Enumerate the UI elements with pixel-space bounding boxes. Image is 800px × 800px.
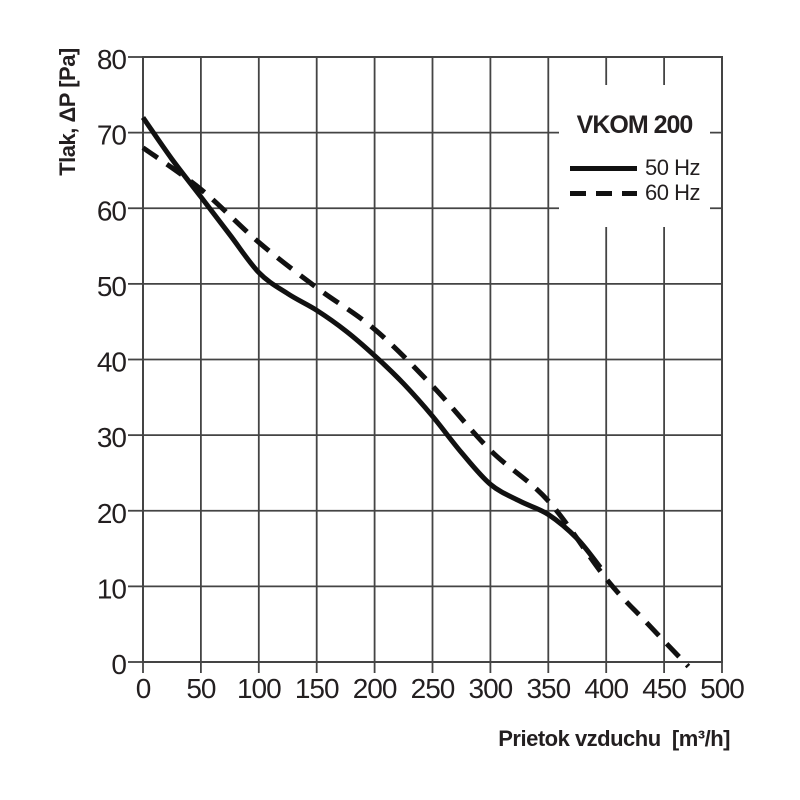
svg-text:40: 40 [97, 347, 127, 378]
curve-60hz [141, 145, 691, 669]
legend-label-60hz: 60 Hz [645, 180, 700, 205]
svg-text:10: 10 [97, 573, 127, 604]
curve-50hz [140, 116, 603, 570]
y-tick-labels: 0 10 20 30 40 50 60 70 80 [97, 44, 128, 680]
svg-text:250: 250 [411, 673, 455, 704]
svg-text:70: 70 [97, 120, 127, 151]
svg-text:0: 0 [111, 649, 126, 680]
svg-text:200: 200 [353, 673, 397, 704]
y-axis-title: Tlak, ΔP [Pa] [55, 48, 80, 176]
svg-text:150: 150 [295, 673, 339, 704]
svg-text:20: 20 [97, 498, 127, 529]
svg-text:500: 500 [700, 673, 744, 704]
svg-text:400: 400 [584, 673, 628, 704]
legend: VKOM 200 50 Hz 60 Hz [559, 85, 710, 227]
legend-item-60hz: 60 Hz [570, 182, 700, 204]
svg-text:60: 60 [97, 195, 127, 226]
plot-frame [142, 56, 723, 663]
solid-line-sample [570, 165, 637, 171]
svg-text:0: 0 [136, 673, 151, 704]
svg-text:50: 50 [97, 271, 127, 302]
svg-text:100: 100 [237, 673, 281, 704]
x-tick-labels: 0 50 100 150 200 250 300 350 400 450 500 [136, 673, 746, 704]
svg-text:50: 50 [186, 673, 216, 704]
legend-title: VKOM 200 [576, 111, 694, 139]
tick-marks [128, 56, 723, 673]
x-axis-title: Prietok vzduchu [m³/h] [498, 726, 730, 751]
svg-text:30: 30 [97, 422, 127, 453]
svg-text:300: 300 [469, 673, 513, 704]
legend-label-50hz: 50 Hz [645, 155, 700, 180]
svg-text:350: 350 [526, 673, 570, 704]
svg-text:80: 80 [97, 44, 127, 75]
svg-text:450: 450 [642, 673, 686, 704]
legend-item-50hz: 50 Hz [570, 157, 700, 179]
dashed-line-sample [570, 190, 637, 196]
